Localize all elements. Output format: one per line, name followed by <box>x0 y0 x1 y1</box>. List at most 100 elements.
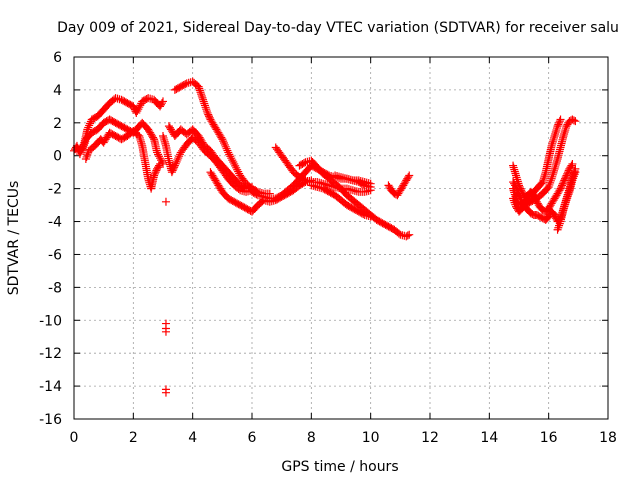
y-tick-label: -2 <box>48 182 62 198</box>
data-point <box>203 108 212 117</box>
data-point <box>562 196 571 205</box>
data-point <box>206 115 215 124</box>
data-point <box>220 139 229 148</box>
data-point <box>560 176 569 185</box>
data-point <box>206 168 215 177</box>
data-point <box>166 125 175 134</box>
y-tick-label: 6 <box>53 50 62 66</box>
x-tick-label: 0 <box>70 430 79 446</box>
x-tick-label: 8 <box>307 430 316 446</box>
data-point <box>543 184 552 193</box>
data-point <box>155 152 164 161</box>
data-point <box>164 122 173 131</box>
x-tick-label: 16 <box>540 430 558 446</box>
data-point <box>231 161 240 170</box>
data-point <box>216 131 225 140</box>
data-point <box>384 181 393 190</box>
data-point <box>546 176 555 185</box>
data-point <box>82 152 91 161</box>
data-point <box>546 201 555 210</box>
data-point <box>359 210 368 219</box>
chart-title: Day 009 of 2021, Sidereal Day-to-day VTE… <box>57 20 619 36</box>
x-tick-label: 14 <box>480 430 498 446</box>
data-point <box>194 131 203 140</box>
data-point <box>551 192 560 201</box>
data-point <box>211 176 220 185</box>
data-point <box>405 230 414 239</box>
data-point <box>394 189 403 198</box>
data-point <box>168 166 177 175</box>
data-point <box>196 88 205 97</box>
data-point <box>555 117 564 126</box>
data-point <box>299 159 308 168</box>
data-point <box>210 122 219 131</box>
data-point <box>167 127 176 136</box>
data-point <box>552 191 561 200</box>
data-point <box>547 199 556 208</box>
data-point <box>404 173 413 182</box>
data-point <box>204 112 213 121</box>
data-point <box>199 95 208 104</box>
data-point <box>229 158 238 167</box>
data-point <box>560 174 569 183</box>
grid <box>74 57 608 419</box>
data-point <box>214 128 223 137</box>
data-point <box>218 135 227 144</box>
y-tick-label: 2 <box>53 116 62 132</box>
data-point <box>209 173 218 182</box>
data-point <box>213 179 222 188</box>
x-tick-label: 18 <box>599 430 617 446</box>
data-point <box>563 169 572 178</box>
data-point <box>174 154 183 163</box>
data-point <box>147 130 156 139</box>
data-point <box>83 150 92 159</box>
data-point <box>81 155 90 164</box>
data-point <box>219 137 228 146</box>
data-point <box>205 113 214 122</box>
data-point <box>200 101 209 110</box>
data-point <box>398 182 407 191</box>
data-point <box>195 133 204 142</box>
data-point <box>84 123 93 132</box>
data-point <box>172 157 181 166</box>
data-point <box>175 150 184 159</box>
y-tick-label: -12 <box>39 346 62 362</box>
data-point <box>546 178 555 187</box>
data-point <box>101 135 110 144</box>
data-point <box>510 179 519 188</box>
data-point <box>154 163 163 172</box>
data-point <box>385 182 394 191</box>
data-point <box>566 163 575 172</box>
data-point <box>171 159 180 168</box>
data-point <box>557 182 566 191</box>
data-point <box>550 210 559 219</box>
data-point <box>226 152 235 161</box>
data-point <box>512 194 521 203</box>
data-point <box>568 159 577 168</box>
data-point <box>215 182 224 191</box>
data-point <box>393 191 402 200</box>
data-point <box>204 110 213 119</box>
data-point <box>199 97 208 106</box>
y-tick-label: 4 <box>53 83 62 99</box>
data-point <box>198 138 207 147</box>
data-point <box>395 187 404 196</box>
data-point <box>153 164 162 173</box>
data-point <box>181 80 190 89</box>
data-point <box>396 186 405 195</box>
data-point <box>134 105 143 114</box>
data-point <box>153 148 162 157</box>
data-point <box>207 117 216 126</box>
data-point <box>156 102 165 111</box>
data-point <box>197 92 206 101</box>
y-tick-label: -4 <box>48 215 62 231</box>
x-tick-label: 12 <box>421 430 439 446</box>
data-point <box>563 120 572 129</box>
data-point <box>214 181 223 190</box>
data-point <box>202 107 211 116</box>
data-point <box>173 155 182 164</box>
data-point <box>85 121 94 130</box>
y-tick-labels: -16 -14 -12 -10 -8 -6 -4 -2 0 2 4 6 <box>39 50 62 428</box>
data-point <box>196 135 205 144</box>
data-point <box>562 122 571 131</box>
